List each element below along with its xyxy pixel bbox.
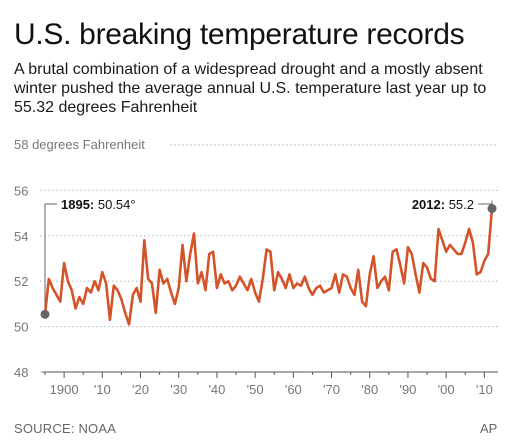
annotation-value: 50.54° <box>94 197 135 212</box>
x-tick-label: '40 <box>208 382 225 397</box>
x-tick-label: '60 <box>285 382 302 397</box>
x-tick-label: '90 <box>399 382 416 397</box>
credit-label: AP <box>480 421 498 436</box>
annotation-marker <box>487 204 497 214</box>
series-line <box>43 207 494 326</box>
x-tick-label: '10 <box>476 382 493 397</box>
y-tick-label: 50 <box>14 320 28 335</box>
x-tick-label: '70 <box>323 382 340 397</box>
y-tick-label: 54 <box>14 229 28 244</box>
annotation-label: 1895: 50.54° <box>61 197 136 212</box>
x-tick-label: '20 <box>132 382 149 397</box>
x-tick-label: '00 <box>438 382 455 397</box>
annotation-value: 55.2 <box>445 197 474 212</box>
page-subtitle: A brutal combination of a widespread dro… <box>14 61 487 116</box>
x-tick-label: '50 <box>247 382 264 397</box>
annotation-leader <box>44 203 57 307</box>
page-title: U.S. breaking temperature records <box>14 18 465 51</box>
x-tick-label: '10 <box>94 382 111 397</box>
y-tick-label: 52 <box>14 274 28 289</box>
y-tick-label: 48 <box>14 365 28 380</box>
source-note: SOURCE: NOAA <box>14 421 117 436</box>
annotation-marker <box>40 309 50 319</box>
grid-lines <box>40 144 498 373</box>
y-tick-labels: 56 54 52 50 48 <box>14 183 28 380</box>
x-axis <box>42 371 498 378</box>
annotation-leader <box>478 200 493 205</box>
annotation-label: 2012: 55.2 <box>412 197 474 212</box>
y-tick-label: 56 <box>14 183 28 198</box>
x-tick-labels: 1900 '10 '20 '30 '40 '50 '60 '70 '80 '90 '00 '10 <box>50 382 493 397</box>
x-tick-label: '80 <box>361 382 378 397</box>
x-tick-label: '30 <box>170 382 187 397</box>
y-unit-label: 58 degrees Fahrenheit <box>14 137 145 152</box>
annotation-year: 1895: <box>61 197 94 212</box>
x-tick-label: 1900 <box>50 382 79 397</box>
series-layer <box>43 207 494 326</box>
annotations: 1895: 50.54° 2012: 55.2 <box>40 197 497 319</box>
annotation-year: 2012: <box>412 197 445 212</box>
